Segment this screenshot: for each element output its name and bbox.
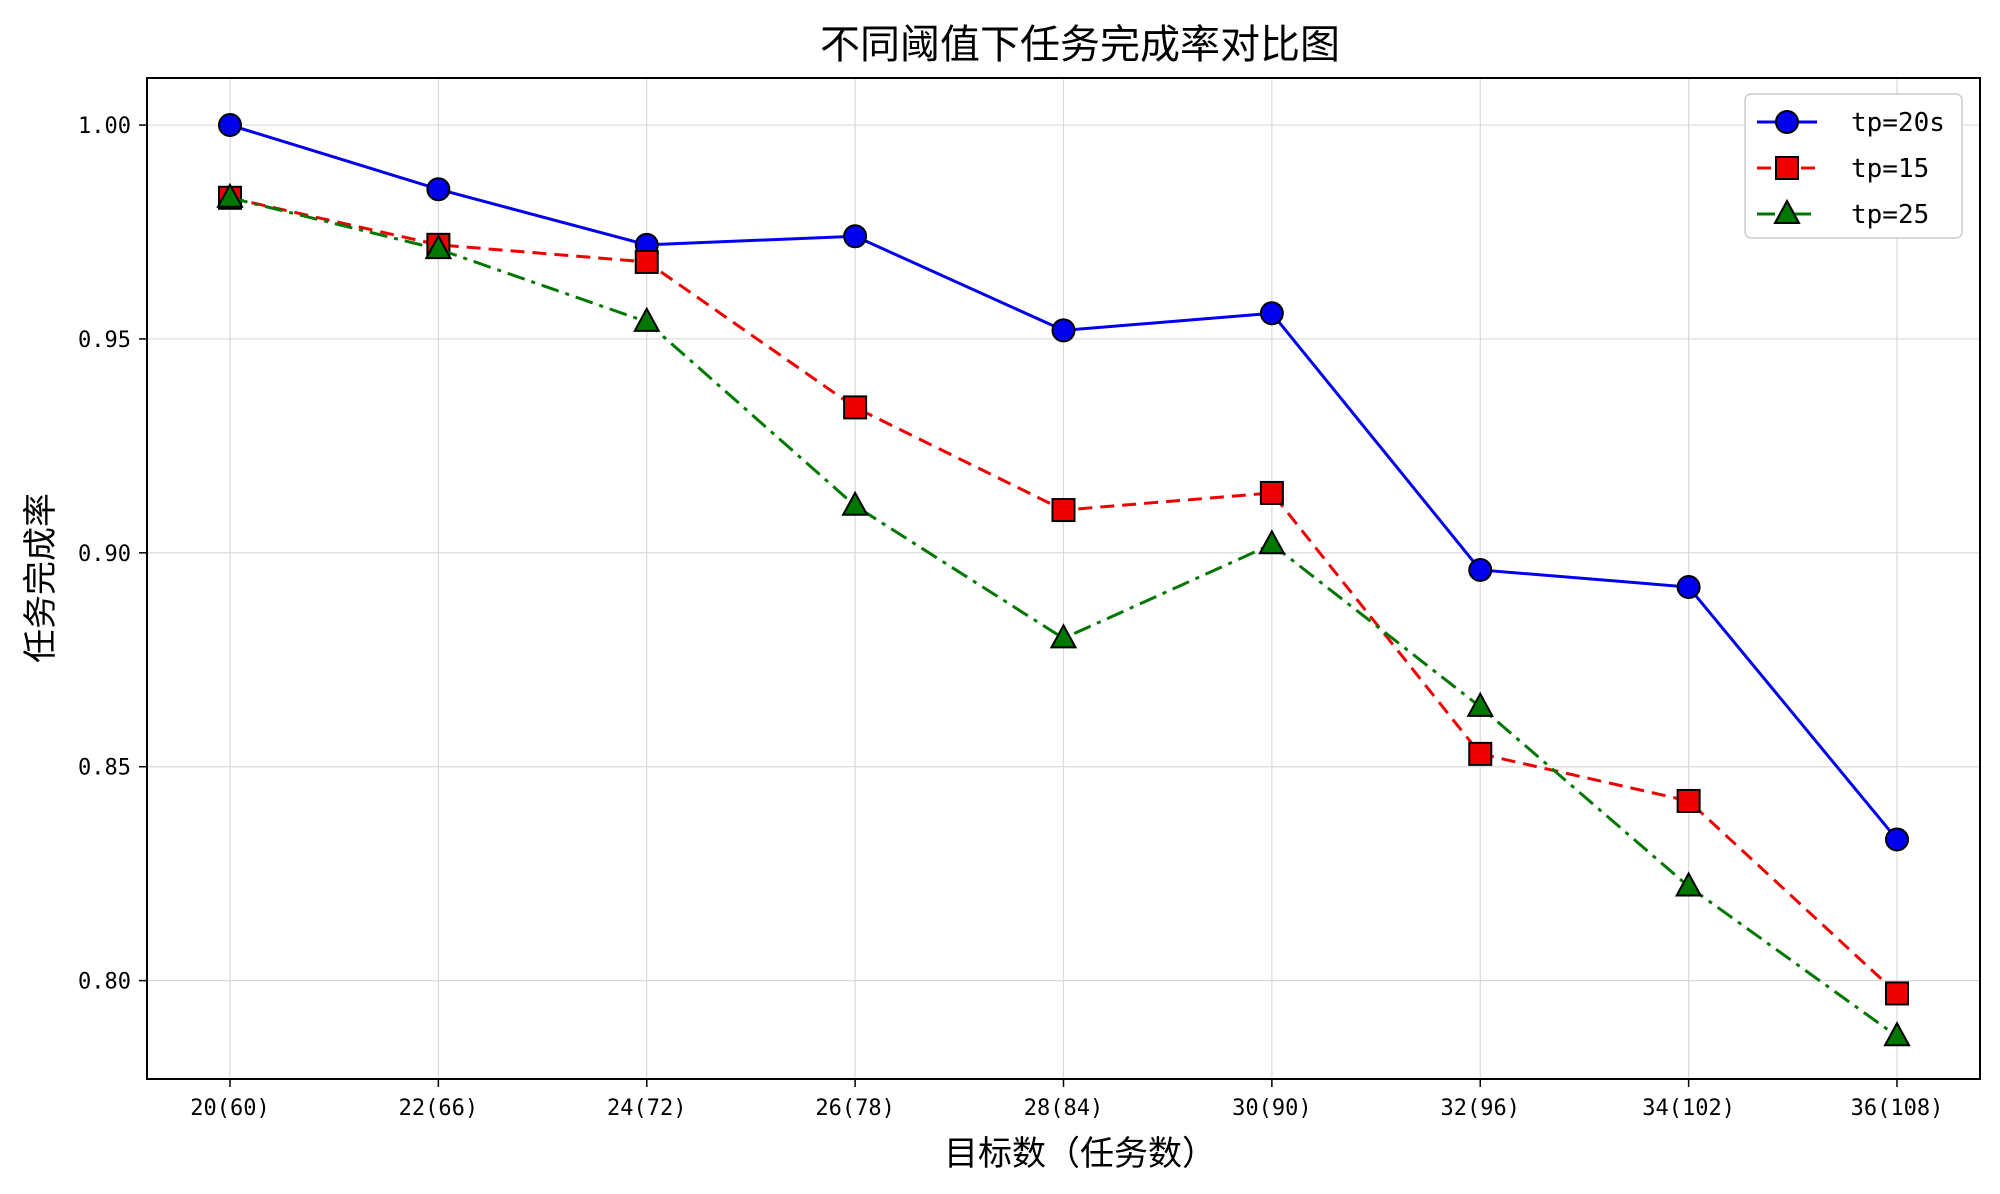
data-point (1883, 1021, 1911, 1047)
data-point (1676, 788, 1701, 813)
x-tick-label: 28(84) (1024, 1096, 1103, 1121)
x-tick-label: 30(90) (1232, 1096, 1311, 1121)
legend-label: tp=25 (1851, 200, 1929, 230)
data-point (1259, 480, 1284, 505)
y-tick-label: 0.85 (78, 756, 131, 781)
axis-ticks: 20(60) 22(66) 24(72) 26(78) 28(84) 30(90) 32(9… (78, 114, 1943, 1121)
y-tick-label: 0.90 (78, 542, 131, 567)
data-point (1468, 741, 1493, 766)
series-tp=25 (216, 182, 1911, 1047)
series-layer (216, 113, 1911, 1047)
legend-box (1744, 93, 1963, 239)
x-tick-label: 34(102) (1642, 1096, 1735, 1121)
y-axis-label: 任务完成率 (21, 493, 61, 663)
series-tp=20s (218, 113, 1909, 852)
legend-marker (1773, 198, 1801, 224)
data-point (634, 249, 659, 274)
data-point (1676, 575, 1701, 600)
x-tick-label: 32(96) (1441, 1096, 1520, 1121)
chart-title: 不同阈值下任务完成率对比图 (820, 22, 1340, 68)
data-point (1051, 318, 1076, 343)
x-tick-label: 24(72) (607, 1096, 686, 1121)
data-point (1259, 301, 1284, 326)
y-tick-label: 0.80 (78, 970, 131, 995)
data-point (1466, 691, 1494, 717)
x-tick-label: 22(66) (399, 1096, 478, 1121)
data-point (1049, 623, 1078, 649)
legend: tp=20s tp=15 tp=25 (1744, 93, 1963, 239)
data-point (1468, 557, 1493, 582)
x-tick-label: 36(108) (1851, 1096, 1944, 1121)
x-axis-label: 目标数（任务数） (944, 1134, 1216, 1174)
legend-item: tp=25 (1757, 198, 1929, 230)
legend-item: tp=15 (1757, 154, 1929, 184)
data-point (841, 490, 869, 516)
legend-item: tp=20s (1757, 108, 1945, 138)
data-point (218, 113, 242, 138)
x-tick-label: 20(60) (190, 1096, 269, 1121)
data-point (843, 224, 868, 249)
legend-marker (1775, 110, 1799, 134)
data-point (216, 182, 244, 208)
y-tick-label: 1.00 (78, 114, 131, 139)
data-point (1885, 827, 1909, 852)
data-point (1258, 529, 1286, 555)
data-point (1051, 498, 1076, 523)
data-point (633, 306, 661, 332)
data-point (1674, 871, 1703, 897)
data-point (426, 177, 451, 202)
series-line (229, 196, 1898, 1038)
legend-label: tp=15 (1851, 154, 1929, 184)
legend-label: tp=20s (1851, 108, 1945, 138)
data-point (843, 395, 868, 420)
data-point (424, 234, 453, 260)
data-point (1885, 981, 1909, 1006)
x-tick-label: 26(78) (815, 1096, 894, 1121)
y-tick-label: 0.95 (78, 328, 131, 353)
legend-marker (1775, 156, 1799, 180)
